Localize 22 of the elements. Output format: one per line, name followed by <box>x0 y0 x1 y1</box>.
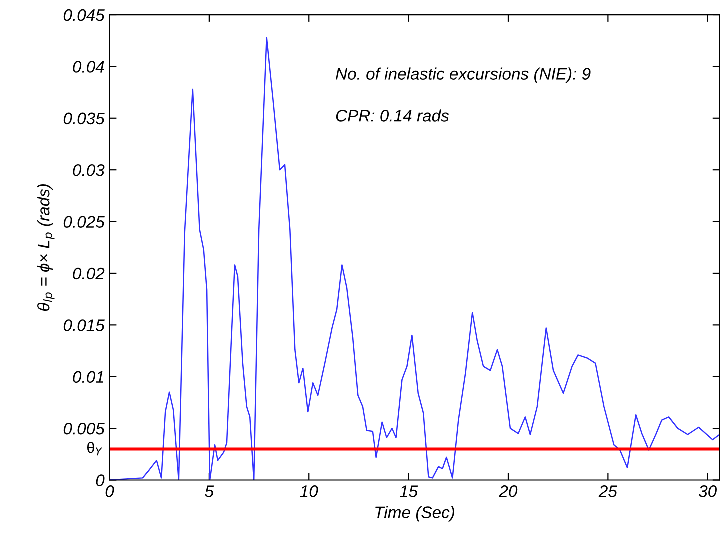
x-axis-title: Time (Sec) <box>376 506 454 522</box>
y-tick-label: 0.03 <box>73 164 105 176</box>
annotation: CPR: 0.14 rads <box>336 110 450 122</box>
y-tick-label: 0.035 <box>64 112 105 125</box>
y-tick-label: 0.02 <box>73 268 105 280</box>
x-tick-label: 20 <box>499 486 518 498</box>
annotation: No. of inelastic excursions (NIE): 9 <box>336 68 591 84</box>
x-tick-label: 0 <box>106 486 114 498</box>
x-tick-label: 30 <box>698 486 718 498</box>
x-tick-label: 10 <box>300 486 318 498</box>
y-axis-title: θ$_{lp}$ = ϕ× L$_{p}$ (rads) <box>38 184 55 312</box>
ref-line-label: θ$_{Y}$ <box>87 442 103 456</box>
y-tick-label: 0.045 <box>64 9 105 22</box>
y-tick-label: 0.01 <box>73 371 104 384</box>
y-tick-label: 0.005 <box>64 422 105 435</box>
y-tick-label: 0.025 <box>64 216 105 228</box>
x-tick-label: 15 <box>400 486 418 498</box>
y-tick-label: 0.015 <box>64 320 105 332</box>
x-tick-label: 25 <box>598 486 618 498</box>
y-tick-label: 0 <box>96 474 105 486</box>
x-tick-label: 5 <box>205 486 214 498</box>
y-tick-label: 0.04 <box>73 61 104 73</box>
